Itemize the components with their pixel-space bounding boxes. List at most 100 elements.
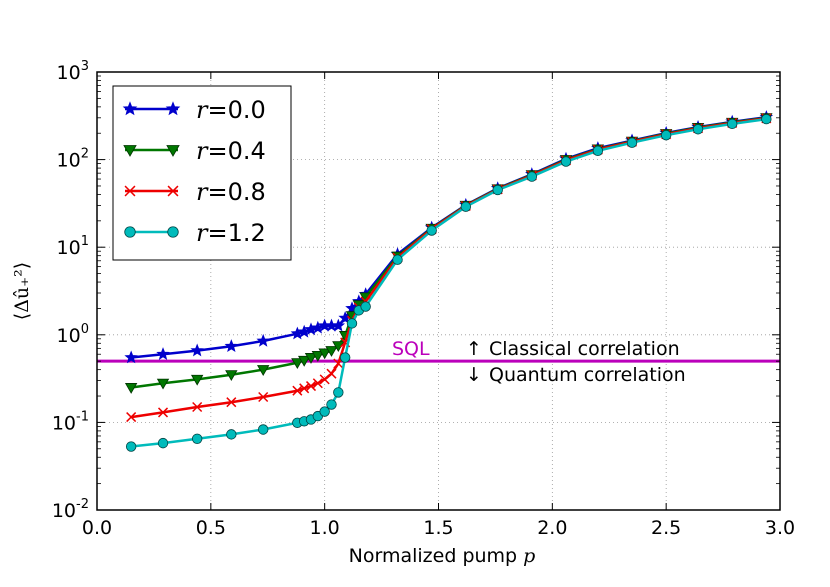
y-tick-label: 103 <box>57 59 89 84</box>
x-tick-label: 1.5 <box>423 517 453 539</box>
y-tick-label: 10-1 <box>52 409 89 434</box>
legend-label: r=1.2 <box>196 219 266 247</box>
y-tick-base: 10 <box>57 150 81 172</box>
data-point <box>592 145 604 157</box>
y-tick-base: 10 <box>57 237 81 259</box>
data-point <box>660 129 672 141</box>
legend-label: r=0.0 <box>196 96 266 124</box>
data-point <box>124 226 136 238</box>
data-point <box>123 145 137 157</box>
x-axis-label: Normalized pump p <box>349 545 536 567</box>
legend: r=0.0r=0.4r=0.8r=1.2 <box>112 85 292 261</box>
legend-value: =0.4 <box>207 137 265 165</box>
data-point <box>257 424 269 435</box>
data-point <box>346 318 358 329</box>
data-point <box>124 185 136 197</box>
y-tick-label: 10-2 <box>52 497 89 522</box>
y-tick-label: 100 <box>57 322 89 347</box>
data-point <box>331 318 346 332</box>
data-point <box>225 370 238 382</box>
classical-correlation-label: Classical correlation <box>489 338 680 360</box>
x-axis-label-text: Normalized pump <box>349 545 524 567</box>
y-tick-exponent: 3 <box>81 59 89 74</box>
legend-value: =0.8 <box>207 178 265 206</box>
data-point <box>299 383 310 394</box>
data-point <box>526 171 538 182</box>
legend-value: =0.0 <box>207 96 265 124</box>
series-3 <box>125 113 772 452</box>
legend-symbol: r <box>196 178 209 206</box>
data-point <box>392 254 403 265</box>
data-point <box>190 374 204 386</box>
data-point <box>256 333 270 347</box>
data-point <box>318 348 331 360</box>
x-tick-label: 3.0 <box>765 517 795 539</box>
data-point <box>304 353 318 364</box>
data-point <box>326 368 337 379</box>
legend-symbol: r <box>196 96 209 124</box>
x-axis-label-symbol: p <box>523 545 535 567</box>
data-point <box>426 225 437 236</box>
data-point <box>190 343 204 357</box>
data-point <box>125 441 137 452</box>
legend-label: r=0.4 <box>196 137 266 165</box>
series-line <box>131 117 767 448</box>
data-point <box>319 374 330 385</box>
data-point <box>191 433 203 444</box>
data-point <box>460 201 472 212</box>
data-point <box>325 346 338 357</box>
x-tick-label: 0.0 <box>82 517 112 539</box>
legend-item: r=0.0 <box>122 96 266 124</box>
x-tick-label: 2.0 <box>537 517 567 539</box>
data-point <box>122 101 138 116</box>
data-point <box>258 391 269 403</box>
x-tick-label: 1.0 <box>310 517 340 539</box>
data-point <box>319 406 330 417</box>
data-point <box>291 358 304 370</box>
x-tick-labels: 0.0 0.5 1.0 1.5 2.0 2.5 3.0 <box>82 517 795 539</box>
data-point <box>312 378 323 389</box>
data-point <box>157 407 169 418</box>
data-point <box>224 339 239 352</box>
legend-item: r=1.2 <box>124 219 266 247</box>
data-point <box>124 383 138 394</box>
y-tick-exponent: 2 <box>81 147 89 162</box>
y-tick-base: 10 <box>57 325 81 347</box>
data-point <box>167 185 179 197</box>
data-point <box>165 101 181 116</box>
classical-arrow: ↑ <box>466 338 482 360</box>
series-group <box>124 110 774 452</box>
data-point <box>292 385 303 396</box>
quantum-correlation-label: Quantum correlation <box>489 364 686 386</box>
sql-label: SQL <box>392 338 430 360</box>
legend-item: r=0.4 <box>123 137 266 165</box>
y-tick-exponent: -2 <box>76 497 89 512</box>
y-tick-base: 10 <box>57 62 81 84</box>
data-point <box>761 113 772 125</box>
legend-value: =1.2 <box>207 219 265 247</box>
data-point <box>226 397 237 408</box>
data-point <box>226 429 237 440</box>
data-point <box>167 226 179 238</box>
data-point <box>156 378 170 390</box>
y-tick-exponent: -1 <box>76 409 89 424</box>
legend-label: r=0.8 <box>196 178 266 206</box>
data-point <box>166 145 180 157</box>
legend-item: r=0.8 <box>124 178 266 206</box>
data-point <box>326 399 337 410</box>
legend-symbol: r <box>196 219 209 247</box>
data-point <box>311 350 325 362</box>
y-tick-label: 101 <box>57 234 89 259</box>
x-tick-label: 2.5 <box>651 517 681 539</box>
data-point <box>297 355 311 367</box>
data-point <box>257 365 270 376</box>
data-point <box>339 352 351 363</box>
data-point <box>726 118 738 130</box>
y-axis-label: ⟨Δû₊²⟩ <box>11 262 33 320</box>
y-tick-exponent: 0 <box>81 322 89 337</box>
data-point <box>156 347 170 360</box>
data-point <box>157 437 169 449</box>
data-point <box>333 387 344 398</box>
